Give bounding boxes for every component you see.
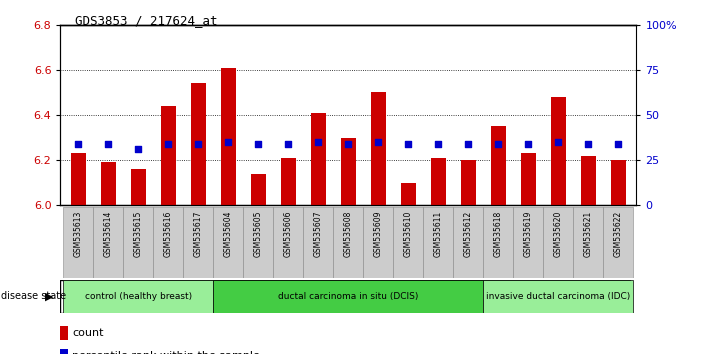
Point	[583, 142, 594, 147]
Point	[223, 139, 234, 145]
Point	[552, 139, 564, 145]
Bar	[401, 183, 416, 205]
Text: control (healthy breast): control (healthy breast)	[85, 292, 192, 301]
Point	[133, 146, 144, 152]
Bar	[581, 156, 596, 205]
Text: GSM535620: GSM535620	[554, 211, 563, 257]
Text: ▶: ▶	[45, 291, 53, 302]
Text: GSM535621: GSM535621	[584, 211, 593, 257]
Bar	[304, 207, 333, 278]
Bar	[491, 126, 506, 205]
Bar	[341, 138, 356, 205]
Point	[523, 142, 534, 147]
Bar	[154, 207, 183, 278]
Bar	[513, 207, 543, 278]
Bar	[93, 207, 124, 278]
Text: percentile rank within the sample: percentile rank within the sample	[72, 351, 260, 354]
Bar	[543, 207, 573, 278]
Text: GSM535619: GSM535619	[524, 211, 533, 257]
Bar	[63, 280, 213, 313]
Point	[493, 142, 504, 147]
Bar	[311, 113, 326, 205]
Text: disease state: disease state	[1, 291, 66, 302]
Bar	[431, 158, 446, 205]
Bar	[161, 106, 176, 205]
Bar	[423, 207, 454, 278]
Bar	[483, 280, 634, 313]
Point	[433, 142, 444, 147]
Point	[313, 139, 324, 145]
Bar	[281, 158, 296, 205]
Point	[193, 142, 204, 147]
Point	[373, 139, 384, 145]
Bar	[60, 349, 68, 354]
Point	[163, 142, 174, 147]
Text: GDS3853 / 217624_at: GDS3853 / 217624_at	[75, 14, 217, 27]
Text: GSM535618: GSM535618	[494, 211, 503, 257]
Point	[343, 142, 354, 147]
Text: GSM535611: GSM535611	[434, 211, 443, 257]
Text: GSM535613: GSM535613	[74, 211, 83, 257]
Text: invasive ductal carcinoma (IDC): invasive ductal carcinoma (IDC)	[486, 292, 631, 301]
Text: ductal carcinoma in situ (DCIS): ductal carcinoma in situ (DCIS)	[278, 292, 419, 301]
Bar	[213, 280, 483, 313]
Bar	[243, 207, 274, 278]
Bar	[183, 207, 213, 278]
Bar	[124, 207, 154, 278]
Point	[102, 142, 114, 147]
Point	[73, 142, 84, 147]
Bar	[363, 207, 393, 278]
Bar	[63, 207, 93, 278]
Bar	[371, 92, 386, 205]
Bar	[454, 207, 483, 278]
Point	[402, 142, 414, 147]
Bar	[213, 207, 243, 278]
Text: GSM535610: GSM535610	[404, 211, 413, 257]
Bar	[483, 207, 513, 278]
Text: GSM535616: GSM535616	[164, 211, 173, 257]
Point	[463, 142, 474, 147]
Bar	[71, 153, 86, 205]
Text: GSM535609: GSM535609	[374, 211, 383, 257]
Bar	[251, 174, 266, 205]
Text: GSM535612: GSM535612	[464, 211, 473, 257]
Text: GSM535608: GSM535608	[344, 211, 353, 257]
Bar	[221, 68, 236, 205]
Text: GSM535615: GSM535615	[134, 211, 143, 257]
Bar	[274, 207, 304, 278]
Bar	[573, 207, 604, 278]
Bar	[131, 169, 146, 205]
Bar	[191, 84, 206, 205]
Text: GSM535617: GSM535617	[194, 211, 203, 257]
Bar	[393, 207, 423, 278]
Bar	[551, 97, 566, 205]
Text: GSM535605: GSM535605	[254, 211, 263, 257]
Bar	[101, 162, 116, 205]
Point	[252, 142, 264, 147]
Point	[613, 142, 624, 147]
Point	[283, 142, 294, 147]
Bar	[604, 207, 634, 278]
Text: GSM535606: GSM535606	[284, 211, 293, 257]
Bar	[611, 160, 626, 205]
Bar	[461, 160, 476, 205]
Bar	[333, 207, 363, 278]
Bar	[521, 153, 536, 205]
Text: GSM535614: GSM535614	[104, 211, 113, 257]
Text: GSM535607: GSM535607	[314, 211, 323, 257]
Text: count: count	[72, 328, 104, 338]
Bar	[60, 326, 68, 340]
Text: GSM535622: GSM535622	[614, 211, 623, 257]
Text: GSM535604: GSM535604	[224, 211, 233, 257]
